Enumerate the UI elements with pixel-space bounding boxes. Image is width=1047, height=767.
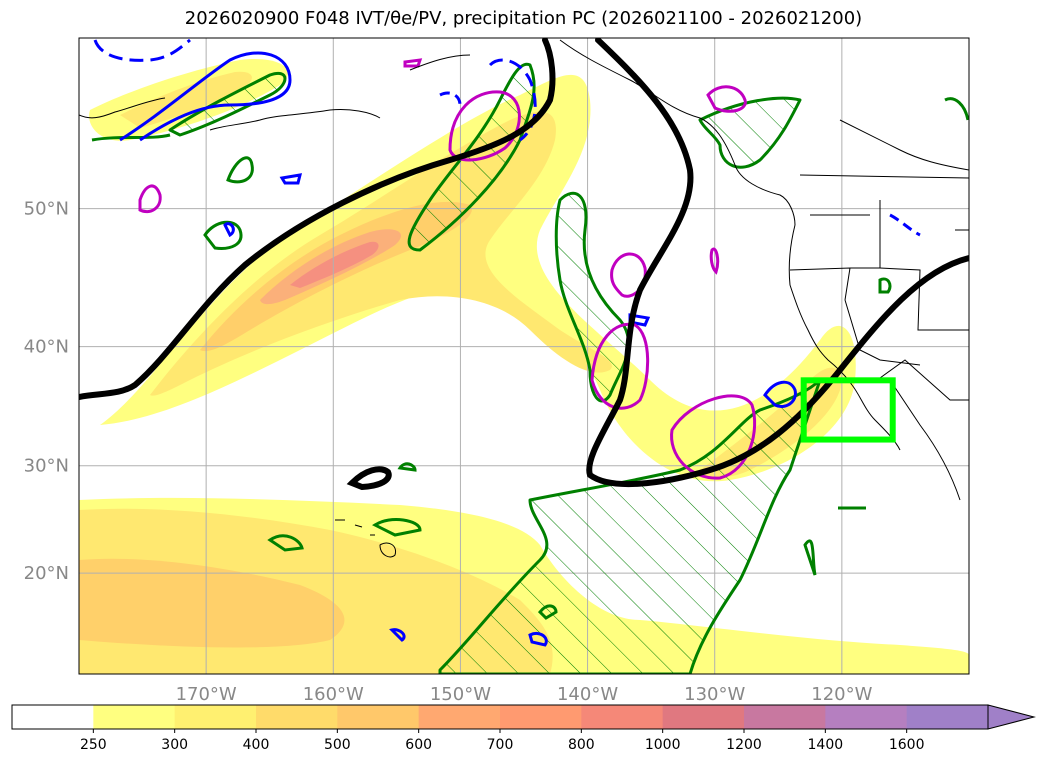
colorbar-tick-label: 1400 bbox=[808, 737, 844, 753]
colorbar-tick-label: 700 bbox=[487, 737, 514, 753]
lat-tick-label: 50°N bbox=[24, 199, 69, 220]
lon-tick-label: 170°W bbox=[176, 684, 237, 705]
colorbar-segment bbox=[906, 705, 989, 729]
highlight-box bbox=[800, 377, 896, 443]
colorbar-segment bbox=[825, 705, 908, 729]
precip-region-main bbox=[438, 378, 822, 674]
lon-tick-label: 120°W bbox=[811, 684, 872, 705]
colorbar-segment bbox=[581, 705, 664, 729]
ivt-band-north-700 bbox=[290, 241, 379, 288]
colorbar-tick-label: 800 bbox=[568, 737, 595, 753]
lon-tick-label: 140°W bbox=[557, 684, 618, 705]
colorbar-tick-label: 1600 bbox=[889, 737, 925, 753]
colorbar-segment bbox=[93, 705, 176, 729]
colorbar-tick-label: 1200 bbox=[726, 737, 762, 753]
colorbar-tick-label: 500 bbox=[324, 737, 351, 753]
longitude-labels: 170°W 160°W 150°W 140°W 130°W 120°W bbox=[176, 684, 873, 705]
colorbar-segment bbox=[500, 705, 582, 729]
precip-outlines bbox=[91, 97, 969, 620]
precip-region-bc bbox=[698, 96, 802, 169]
colorbar-extend-arrow bbox=[987, 704, 1036, 730]
precipitation-contours bbox=[168, 62, 822, 674]
chart-title: 2026020900 F048 IVT/θe/PV, precipitation… bbox=[184, 8, 863, 29]
colorbar-segment bbox=[12, 705, 94, 729]
colorbar-tick-label: 250 bbox=[80, 737, 107, 753]
lon-tick-label: 160°W bbox=[303, 684, 364, 705]
lon-tick-label: 130°W bbox=[684, 684, 745, 705]
lat-tick-label: 30°N bbox=[24, 456, 69, 477]
colorbar-segment bbox=[337, 705, 420, 729]
ivt-south-400 bbox=[79, 558, 345, 648]
lat-tick-label: 40°N bbox=[24, 337, 69, 358]
colorbar-tick-label: 600 bbox=[405, 737, 432, 753]
colorbar-segment bbox=[744, 705, 826, 729]
ivt-gulf-2 bbox=[120, 71, 252, 128]
colorbar-segment bbox=[662, 705, 745, 729]
latitude-labels: 50°N 40°N 30°N 20°N bbox=[24, 199, 69, 585]
colorbar-tick-label: 1000 bbox=[645, 737, 681, 753]
precip-region-tongue bbox=[554, 191, 631, 403]
lat-tick-label: 20°N bbox=[24, 563, 69, 584]
plot-frame bbox=[78, 37, 970, 675]
colorbar-segment bbox=[256, 705, 338, 729]
colorbar: 250 300 400 500 600 700 800 1000 1200 1400 1600 bbox=[11, 704, 1036, 753]
colorbar-tick-label: 400 bbox=[243, 737, 270, 753]
colorbar-segment bbox=[174, 705, 257, 729]
theta-e-cold-contours bbox=[93, 38, 921, 647]
colorbar-segment bbox=[418, 705, 501, 729]
colorbar-tick-label: 300 bbox=[161, 737, 188, 753]
lon-tick-label: 150°W bbox=[430, 684, 491, 705]
map-gridlines bbox=[79, 38, 969, 674]
precip-region-north bbox=[407, 62, 536, 252]
